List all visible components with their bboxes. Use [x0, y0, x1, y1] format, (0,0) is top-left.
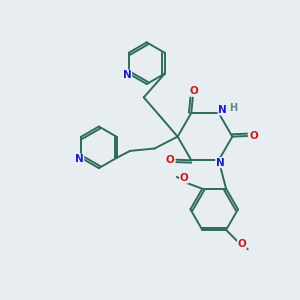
Text: O: O: [238, 239, 246, 249]
Text: H: H: [230, 103, 238, 112]
Text: N: N: [216, 158, 224, 168]
Text: O: O: [179, 173, 188, 183]
Text: O: O: [249, 131, 258, 141]
Text: O: O: [189, 86, 198, 96]
Text: N: N: [218, 105, 227, 115]
Text: O: O: [166, 155, 174, 165]
Text: N: N: [75, 154, 84, 164]
Text: N: N: [123, 70, 132, 80]
